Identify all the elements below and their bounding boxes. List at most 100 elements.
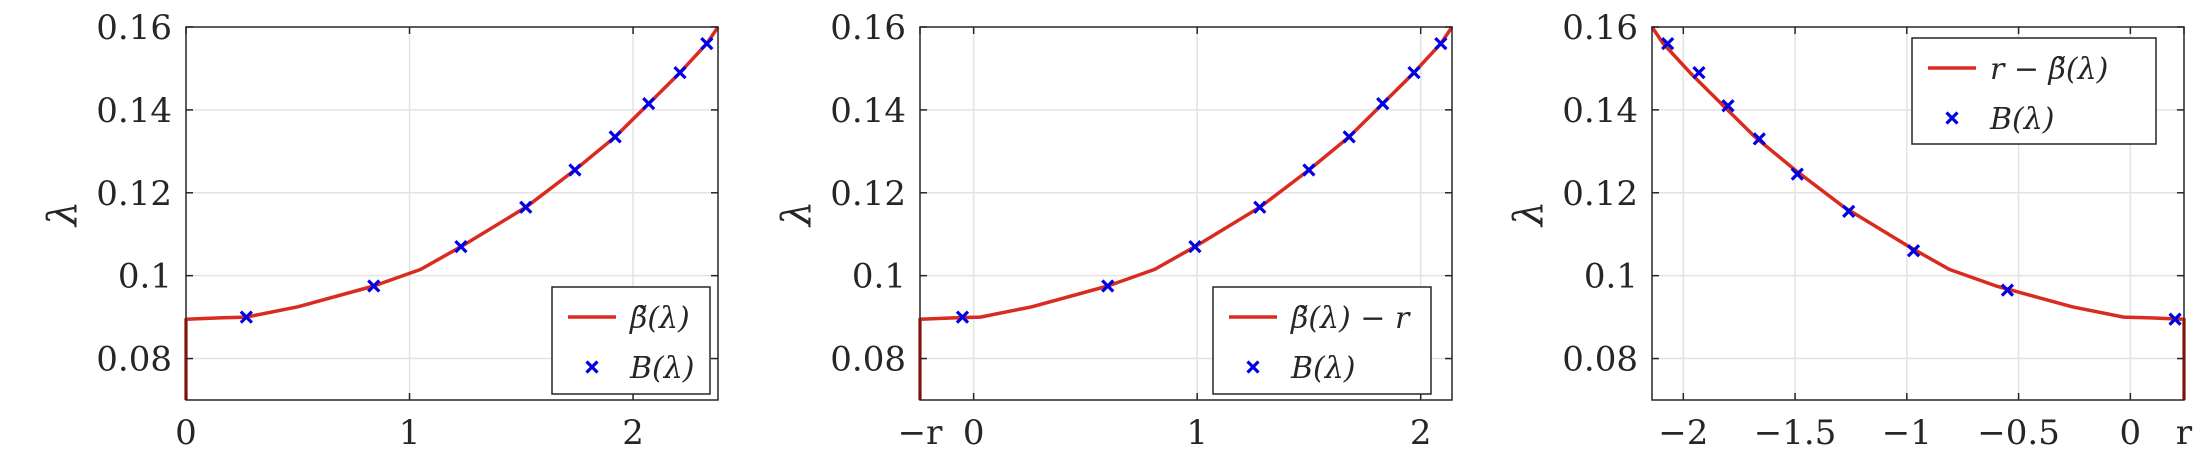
panel-2-axes-box (919, 26, 1453, 401)
panel-2-xtick-label: 1 (1186, 413, 1208, 453)
panel-2-data-point (1434, 36, 1448, 51)
panel-2-xtick-label: 0 (963, 413, 985, 453)
panel-2-data-point (1188, 240, 1202, 254)
panel-2-data-point (1253, 200, 1267, 214)
panel-3-xtick-label: −1.5 (1754, 413, 1837, 453)
panel-3: −2 −1.5 −1 −0.5 0 r 0.08 0.1 0.12 0.14 0.16 λ r − β… (1506, 8, 2193, 453)
panel-2-xtick-label: −r (898, 413, 943, 453)
panel-3-ylabel: λ (1506, 201, 1552, 228)
panel-3-legend-box (1911, 37, 2157, 145)
panel-3-legend-marker-swatch (1945, 111, 1959, 125)
panel-2-ytick-label: 0.1 (852, 257, 906, 297)
panel-1-xtick-label: 0 (175, 413, 197, 453)
marker-stroke (1376, 97, 1390, 111)
marker-stroke (1945, 111, 1959, 125)
marker-stroke (673, 65, 687, 80)
panel-1-grid (186, 27, 718, 400)
panel-1-series (184, 26, 720, 400)
marker-stroke (1342, 130, 1356, 144)
panel-3-ticks: −2 −1.5 −1 −0.5 0 r 0.08 0.1 0.12 0.14 0.16 λ (1506, 8, 2193, 453)
panel-1-ytick-label: 0.16 (96, 8, 172, 48)
panel-2-xtick-label: 2 (1410, 413, 1432, 453)
panel-1-xtick-label: 2 (622, 413, 644, 453)
panel-1-ytick-label: 0.12 (96, 174, 172, 214)
panel-3-ytick-label: 0.1 (1584, 257, 1638, 297)
panel-1-data-point (519, 200, 533, 214)
panel-1-axes-box (185, 26, 719, 401)
panel-2-data-point (1302, 163, 1316, 177)
panel-1-data-point (454, 240, 468, 254)
panel-1-xtick-label: 1 (399, 413, 421, 453)
marker-stroke (1661, 36, 1675, 51)
panel-2-legend-label: B(λ) (1290, 351, 1355, 386)
panel-2-legend-marker-swatch (1246, 360, 1260, 374)
marker-stroke (585, 360, 599, 374)
marker-stroke (1692, 65, 1706, 80)
panel-1: 0 1 2 0.08 0.1 0.12 0.14 0.16 λ β̃(λ) B(λ) (40, 8, 720, 453)
marker-stroke (2168, 312, 2182, 326)
panel-3-xtick-label: −0.5 (1977, 413, 2060, 453)
panel-3-legend-label: B(λ) (1989, 102, 2054, 137)
marker-stroke (1906, 244, 1921, 258)
marker-stroke (367, 279, 381, 293)
panel-2-ytick-label: 0.08 (830, 340, 906, 380)
panel-3-series (1650, 26, 2186, 400)
panel-1-ytick-label: 0.1 (118, 257, 172, 297)
panel-1-legend-label: β̃(λ) (629, 301, 690, 336)
marker-stroke (1752, 132, 1766, 146)
panel-1-data-point (673, 65, 687, 80)
panel-1-data-point (642, 97, 656, 111)
panel-3-axes-box (1651, 26, 2185, 401)
panel-3-data-point (1842, 204, 1856, 219)
panel-1-data-point (608, 130, 622, 144)
panel-1-ytick-label: 0.14 (96, 91, 172, 131)
panel-1-legend-label: B(λ) (629, 351, 694, 386)
panel-2-data-point (955, 310, 970, 324)
panel-2-data-point (1407, 65, 1421, 80)
panel-3-data-point (1661, 36, 1675, 51)
panel-3-data-point (1721, 99, 1735, 113)
panel-3-xtick-label: −2 (1658, 413, 1708, 453)
panel-2-data-point (1101, 279, 1115, 293)
panel-2-ytick-label: 0.14 (830, 91, 906, 131)
panel-1-ytick-label: 0.08 (96, 340, 172, 380)
panel-2-ytick-label: 0.16 (830, 8, 906, 48)
panel-2-legend-box (1212, 286, 1432, 395)
panel-3-ytick-label: 0.14 (1562, 91, 1638, 131)
panel-3-data-point (2168, 312, 2182, 326)
panel-2-legend: β̃(λ) − r B(λ) (1212, 286, 1432, 395)
panel-3-data-point (1790, 167, 1804, 181)
marker-stroke (1253, 200, 1267, 214)
panel-2-ytick-label: 0.12 (830, 174, 906, 214)
marker-stroke (1721, 99, 1735, 113)
panel-2-legend-label: β̃(λ) − r (1290, 301, 1411, 336)
panel-2-data-point (1342, 130, 1356, 144)
panel-2: −r 0 1 2 0.08 0.1 0.12 0.14 0.16 λ β̃(λ) − r B(λ) (774, 8, 1454, 453)
marker-stroke (568, 163, 582, 177)
panel-1-data-point (568, 163, 582, 177)
marker-stroke (1101, 279, 1115, 293)
marker-stroke (454, 240, 468, 254)
panel-1-data-point (700, 36, 714, 51)
panel-3-ytick-label: 0.16 (1562, 8, 1638, 48)
panel-3-legend: r − β̃(λ) B(λ) (1911, 37, 2157, 145)
marker-stroke (239, 310, 253, 324)
panel-1-data-point (239, 310, 253, 324)
marker-stroke (1842, 204, 1856, 219)
panel-1-legend-marker-swatch (585, 360, 599, 374)
marker-stroke (1407, 65, 1421, 80)
panel-3-xtick-label: −1 (1882, 413, 1932, 453)
panel-3-xtick-label: 0 (2120, 413, 2142, 453)
marker-stroke (608, 130, 622, 144)
panel-3-legend-label: r − β̃(λ) (1990, 52, 2108, 87)
marker-stroke (519, 200, 533, 214)
panel-3-xtick-label: r (2176, 413, 2193, 453)
marker-stroke (700, 36, 714, 51)
marker-stroke (1302, 163, 1316, 177)
panel-3-data-point (1906, 244, 1921, 258)
marker-stroke (642, 97, 656, 111)
panel-1-legend: β̃(λ) B(λ) (551, 286, 711, 395)
panel-3-data-point (1752, 132, 1766, 146)
panel-3-data-point (2000, 283, 2015, 297)
